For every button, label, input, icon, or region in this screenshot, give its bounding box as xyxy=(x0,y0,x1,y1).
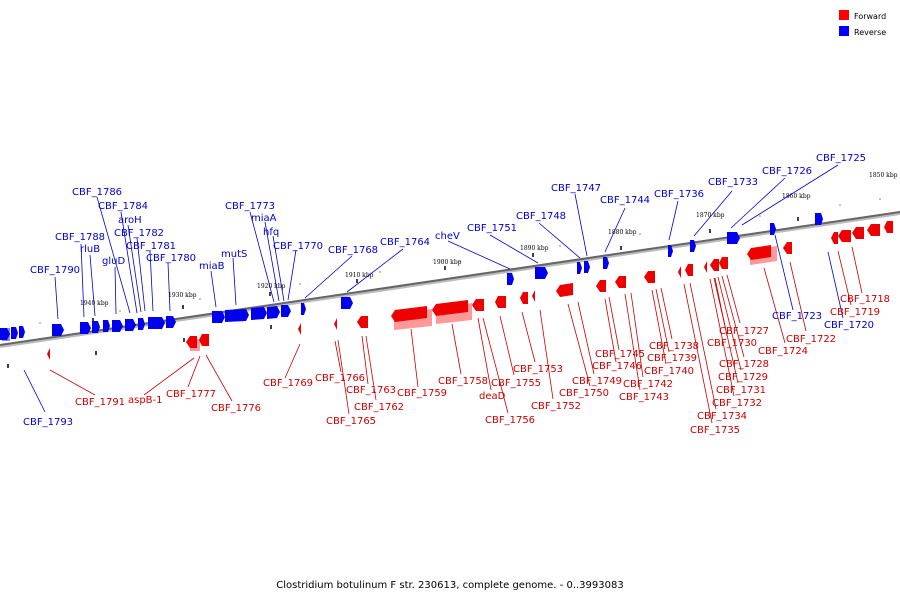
gene-label: CBF_1781 xyxy=(126,241,176,252)
gene-label: CBF_1762 xyxy=(354,402,404,413)
gene-label: CBF_1750 xyxy=(559,388,609,399)
legend-forward-swatch xyxy=(839,10,849,20)
gene-label: CBF_1731 xyxy=(716,385,766,396)
gene-label: CBF_1777 xyxy=(166,389,216,400)
gene-label: CBF_1780 xyxy=(146,253,196,264)
gene-label: CBF_1719 xyxy=(830,307,880,318)
gene-label: CBF_1759 xyxy=(397,388,447,399)
gene-label: aspB-1 xyxy=(128,395,163,406)
gene-label: CBF_1735 xyxy=(690,425,740,436)
gene-label: CBF_1751 xyxy=(467,223,517,234)
gene-label: CBF_1763 xyxy=(346,385,396,396)
gene-label: CBF_1753 xyxy=(513,364,563,375)
gene-label: CBF_1773 xyxy=(225,201,275,212)
scale-track xyxy=(39,198,881,324)
tick-label: 1860 kbp xyxy=(782,193,811,200)
gene-label: CBF_1720 xyxy=(824,320,874,331)
gene-label: CBF_1728 xyxy=(719,359,769,370)
gene-label: mutS xyxy=(221,249,247,260)
gene-label: rluB xyxy=(80,244,100,255)
forward-gene-glyphs xyxy=(47,221,893,360)
gene-label: CBF_1738 xyxy=(649,341,699,352)
gene-label: CBF_1744 xyxy=(600,195,650,206)
gene-label: CBF_1718 xyxy=(840,294,890,305)
gene-label: CBF_1734 xyxy=(697,411,747,422)
genome-caption: Clostridium botulinum F str. 230613, com… xyxy=(276,580,623,591)
gene-label: CBF_1752 xyxy=(531,401,581,412)
gene-label: CBF_1727 xyxy=(719,326,769,337)
tick-label: 1920 kbp xyxy=(257,283,286,290)
gene-label: CBF_1743 xyxy=(619,392,669,403)
gene-label: CBF_1764 xyxy=(380,237,430,248)
reverse-gene-labels: CBF_1786 CBF_1784 aroH CBF_1782 CBF_1788… xyxy=(23,153,874,428)
gene-label: CBF_1782 xyxy=(114,228,164,239)
forward-callout-lines xyxy=(49,246,863,424)
tick-label: 1850 kbp xyxy=(869,172,898,179)
gene-label: CBF_1732 xyxy=(712,398,762,409)
gene-label: CBF_1790 xyxy=(30,265,80,276)
gene-label: CBF_1776 xyxy=(211,403,261,414)
legend-forward-label: Forward xyxy=(854,12,886,21)
gene-label: hfq xyxy=(263,227,279,238)
gene-label: CBF_1786 xyxy=(72,187,122,198)
tick-label: 1930 kbp xyxy=(168,292,197,299)
gene-label: CBF_1736 xyxy=(654,189,704,200)
gene-label: CBF_1742 xyxy=(623,379,673,390)
legend-reverse-swatch xyxy=(839,26,849,36)
legend: Forward Reverse xyxy=(839,10,886,37)
gene-label: CBF_1748 xyxy=(516,211,566,222)
gene-label: gluD xyxy=(102,256,125,267)
gene-label: deaD xyxy=(479,391,506,402)
gene-label: CBF_1739 xyxy=(647,353,697,364)
gene-label: CBF_1730 xyxy=(707,338,757,349)
gene-label: CBF_1733 xyxy=(708,177,758,188)
gene-label: CBF_1791 xyxy=(75,397,125,408)
gene-label: miaA xyxy=(251,213,277,224)
gene-label: CBF_1729 xyxy=(718,372,768,383)
tick-label: 1910 kbp xyxy=(345,272,374,279)
tick-label: 1890 kbp xyxy=(520,245,549,252)
tick-label: 1900 kbp xyxy=(433,259,462,266)
gene-label: CBF_1724 xyxy=(758,346,808,357)
gene-label: CBF_1768 xyxy=(328,245,378,256)
tick-label: 1870 kbp xyxy=(696,212,725,219)
gene-label: cheV xyxy=(435,231,460,242)
reverse-gene-glyphs xyxy=(0,213,823,341)
gene-label: CBF_1722 xyxy=(786,334,836,345)
gene-label: CBF_1766 xyxy=(315,373,365,384)
gene-label: CBF_1756 xyxy=(485,415,535,426)
gene-label: CBF_1758 xyxy=(438,376,488,387)
legend-reverse-label: Reverse xyxy=(854,28,886,37)
tick-label: 1880 kbp xyxy=(608,229,637,236)
gene-label: CBF_1749 xyxy=(572,376,622,387)
gene-label: CBF_1740 xyxy=(644,366,694,377)
gene-label: CBF_1793 xyxy=(23,417,73,428)
gene-label: miaB xyxy=(199,261,225,272)
gene-label: CBF_1770 xyxy=(273,241,323,252)
gene-label: aroH xyxy=(118,215,142,226)
gene-label: CBF_1755 xyxy=(491,378,541,389)
reverse-callout-lines xyxy=(23,164,844,413)
gene-label: CBF_1726 xyxy=(762,166,812,177)
gene-label: CBF_1747 xyxy=(551,183,601,194)
gene-label: CBF_1723 xyxy=(772,311,822,322)
gene-label: CBF_1745 xyxy=(595,349,645,360)
gene-label: CBF_1788 xyxy=(55,232,105,243)
gene-label: CBF_1784 xyxy=(98,201,148,212)
gene-label: CBF_1765 xyxy=(326,416,376,427)
gene-label: CBF_1725 xyxy=(816,153,866,164)
forward-gene-labels: CBF_1791 aspB-1 CBF_1777 CBF_1776 CBF_17… xyxy=(75,294,890,436)
scale-tick-labels: 1940 kbp 1930 kbp 1920 kbp 1910 kbp 1900… xyxy=(80,172,898,307)
gene-label: CBF_1769 xyxy=(263,378,313,389)
gene-label: CBF_1746 xyxy=(592,361,642,372)
